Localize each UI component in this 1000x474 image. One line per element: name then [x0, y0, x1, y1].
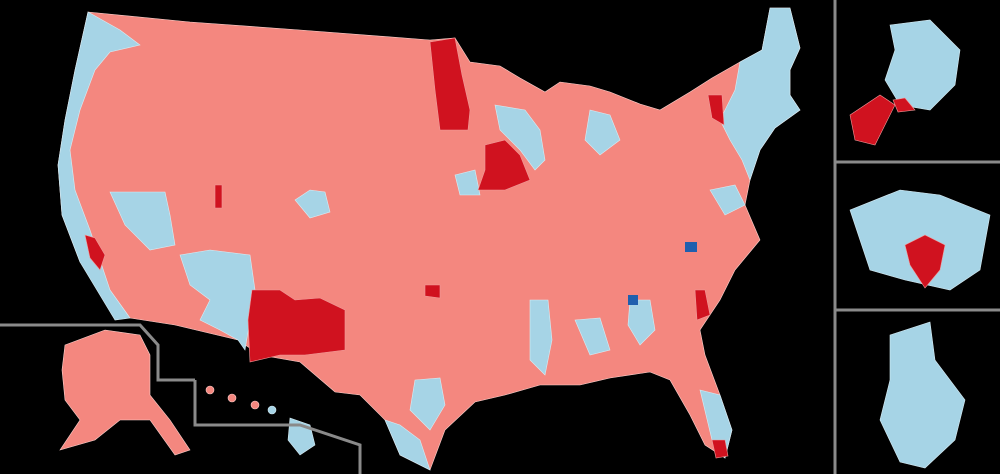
- oklahoma: [424, 284, 441, 299]
- arizona: [179, 249, 256, 351]
- utah: [214, 184, 223, 209]
- nevada: [109, 191, 176, 251]
- texas-south: [384, 419, 431, 471]
- kansas-city: [454, 169, 481, 196]
- florida-tip: [711, 439, 729, 459]
- new-york: [707, 94, 725, 126]
- georgia: [574, 317, 611, 356]
- texas-houston: [409, 377, 446, 431]
- virginia: [709, 184, 746, 216]
- alaska: [59, 329, 191, 456]
- iowa: [477, 139, 531, 191]
- inset-new-york-red-2: [892, 97, 916, 113]
- south-carolina: [627, 299, 656, 346]
- great-lakes: [494, 104, 546, 171]
- new-mexico: [247, 289, 346, 363]
- inset-bottom: [879, 321, 966, 469]
- inset-new-york-red: [849, 94, 896, 146]
- georgia-atlanta: [628, 295, 638, 305]
- contiguous-states: [57, 7, 801, 471]
- inset-border: [0, 323, 195, 382]
- inset-border: [193, 380, 362, 474]
- inset-middle-red: [904, 234, 946, 289]
- michigan: [584, 109, 621, 156]
- minnesota: [429, 37, 471, 131]
- carolina-coast: [694, 289, 711, 321]
- north-carolina: [685, 242, 697, 252]
- colorado: [294, 189, 331, 219]
- northeast: [719, 7, 801, 181]
- mississippi: [529, 299, 553, 376]
- california-central: [84, 234, 106, 271]
- inset-new-york: [884, 19, 961, 111]
